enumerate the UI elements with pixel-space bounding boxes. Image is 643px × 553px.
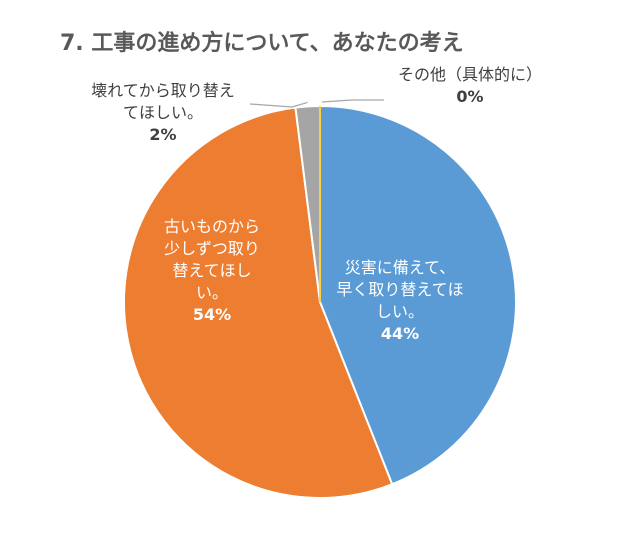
pie-label-3-text: てほしい。 — [123, 103, 203, 122]
pie-label-2-text: い。 — [196, 283, 228, 302]
pie-label-1-value: 44% — [381, 324, 419, 343]
pie-slice-1 — [319, 104, 517, 486]
pie-label-1-text: しい。 — [376, 302, 424, 321]
leader-line-4 — [321, 99, 384, 103]
pie-label-2-text: 替えてほし — [172, 261, 251, 280]
pie-label-4-value: 0% — [456, 87, 483, 106]
pie-slice-2 — [123, 106, 394, 499]
pie-label-2-text: 少しずつ取り — [164, 239, 260, 258]
pie-label-3-text: 壊れてから取り替え — [91, 81, 235, 100]
pie-label-2-text: 古いものから — [164, 217, 260, 236]
pie-label-4: その他（具体的に） 0% — [398, 65, 542, 106]
leader-line-3 — [249, 101, 308, 108]
pie-label-3-value: 2% — [149, 125, 176, 144]
pie-label-2-value: 54% — [193, 305, 231, 324]
pie-label-1-text: 早く取り替えてほ — [336, 280, 463, 299]
pie-label-4-text: その他（具体的に） — [398, 65, 542, 84]
pie-label-1-text: 災害に備えて、 — [345, 258, 455, 277]
pie-slices — [123, 104, 517, 499]
chart-title: 7. 工事の進め方について、あなたの考え — [60, 30, 464, 56]
